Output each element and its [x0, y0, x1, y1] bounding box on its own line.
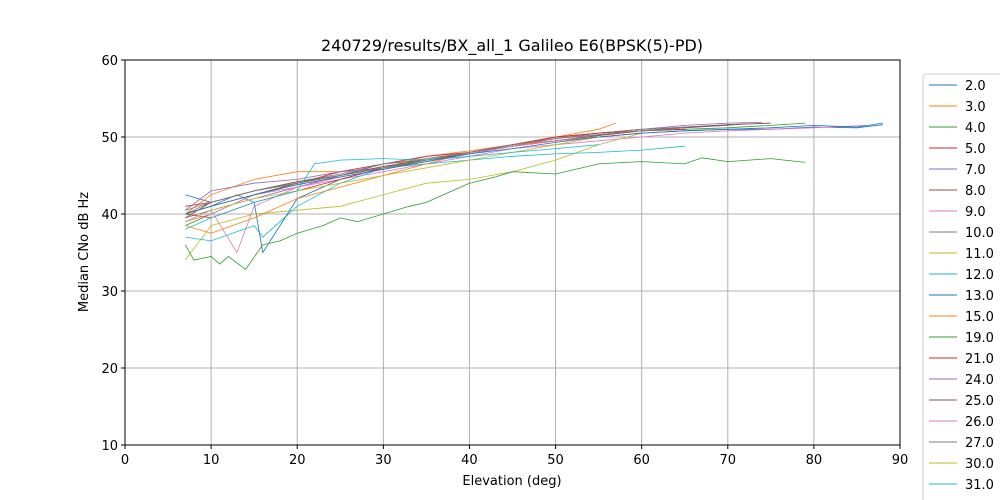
x-tick-label: 30 [375, 453, 392, 468]
series-line-21.0 [185, 128, 685, 219]
y-tick-label: 30 [101, 285, 118, 300]
series-line-31.0 [185, 144, 599, 230]
series-line-19.0 [184, 157, 806, 270]
series-line-9.0 [185, 125, 866, 254]
series-line-3.0 [185, 122, 616, 215]
series-line-11.0 [184, 132, 642, 261]
legend-box [922, 73, 1000, 500]
legend-label: 4.0 [965, 121, 986, 136]
series-line-4.0 [185, 122, 806, 226]
x-tick-label: 20 [289, 453, 306, 468]
x-tick-label: 0 [121, 453, 129, 468]
legend-label: 24.0 [965, 373, 994, 388]
legend-label: 31.0 [965, 478, 994, 493]
legend-label: 11.0 [965, 247, 994, 262]
legend: 2.0 3.0 4.0 5.0 7.0 8.0 9.0 10.0 11.0 12.0 13.0 15.… [922, 73, 1000, 500]
legend-label: 10.0 [965, 226, 994, 241]
series-line-33.0 [185, 132, 642, 215]
plot-area [124, 59, 901, 446]
x-axis-label: Elevation (deg) [462, 474, 561, 489]
legend-label: 9.0 [965, 205, 986, 220]
x-tick-label: 10 [203, 453, 220, 468]
legend-label: 3.0 [965, 100, 986, 115]
y-tick-label: 20 [101, 362, 118, 377]
y-tick-label: 10 [101, 439, 118, 454]
y-axis-label: Median CNo dB Hz [77, 192, 92, 312]
chart-title: 240729/results/BX_all_1 Galileo E6(BPSK(… [321, 36, 703, 56]
legend-label: 7.0 [965, 163, 986, 178]
legend-label: 21.0 [965, 352, 994, 367]
x-tick-label: 80 [806, 453, 823, 468]
legend-label: 30.0 [965, 457, 994, 472]
x-tick-label: 60 [633, 453, 650, 468]
x-tick-label: 50 [547, 453, 564, 468]
legend-label: 26.0 [965, 415, 994, 430]
legend-label: 13.0 [965, 289, 994, 304]
legend-label: 8.0 [965, 184, 986, 199]
legend-label: 2.0 [965, 79, 986, 94]
series-layer [184, 122, 883, 270]
grid-lines [124, 59, 901, 446]
series-line-30.0 [185, 136, 599, 223]
legend-label: 15.0 [965, 310, 994, 325]
x-tick-label: 70 [720, 453, 737, 468]
legend-label: 27.0 [965, 436, 994, 451]
y-tick-label: 60 [101, 54, 118, 69]
series-line-24.0 [185, 125, 728, 211]
legend-label: 5.0 [965, 142, 986, 157]
x-tick-label: 40 [461, 453, 478, 468]
legend-label: 25.0 [965, 394, 994, 409]
x-tick-label: 90 [892, 453, 909, 468]
y-tick-label: 50 [101, 131, 118, 146]
legend-label: 12.0 [965, 268, 994, 283]
y-axis: 10 20 30 40 50 60 [101, 54, 125, 454]
legend-label: 19.0 [965, 331, 994, 346]
x-axis: 0 10 20 30 40 50 60 70 80 90 [121, 445, 908, 468]
y-tick-label: 40 [101, 208, 118, 223]
